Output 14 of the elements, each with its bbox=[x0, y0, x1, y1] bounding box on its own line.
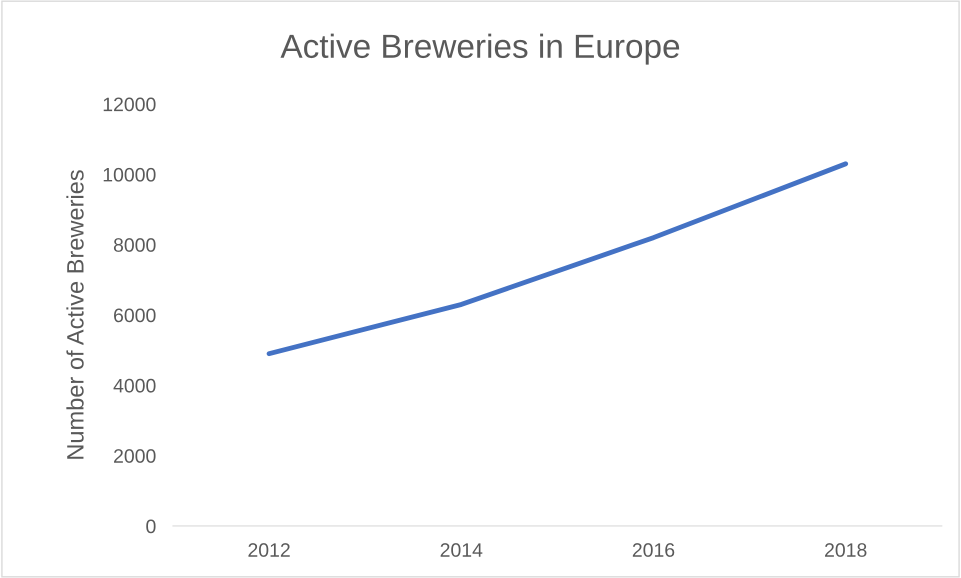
y-tick-label: 2000 bbox=[114, 449, 156, 463]
chart-title: Active Breweries in Europe bbox=[280, 34, 680, 65]
x-tick-label: 2014 bbox=[440, 543, 482, 557]
line-series bbox=[266, 161, 848, 356]
y-tick-label: 4000 bbox=[114, 378, 156, 393]
y-tick-label: 0 bbox=[146, 519, 156, 534]
y-tick-label: 6000 bbox=[114, 308, 156, 322]
y-tick-label: 12000 bbox=[104, 98, 156, 112]
y-axis-title: Number of Active Breweries bbox=[66, 170, 84, 459]
y-tick-label: 8000 bbox=[114, 238, 156, 252]
x-tick-label: 2018 bbox=[825, 543, 866, 557]
y-tick-label: 10000 bbox=[104, 168, 156, 182]
x-tick-label: 2016 bbox=[632, 543, 674, 557]
x-tick-label: 2012 bbox=[248, 543, 290, 557]
